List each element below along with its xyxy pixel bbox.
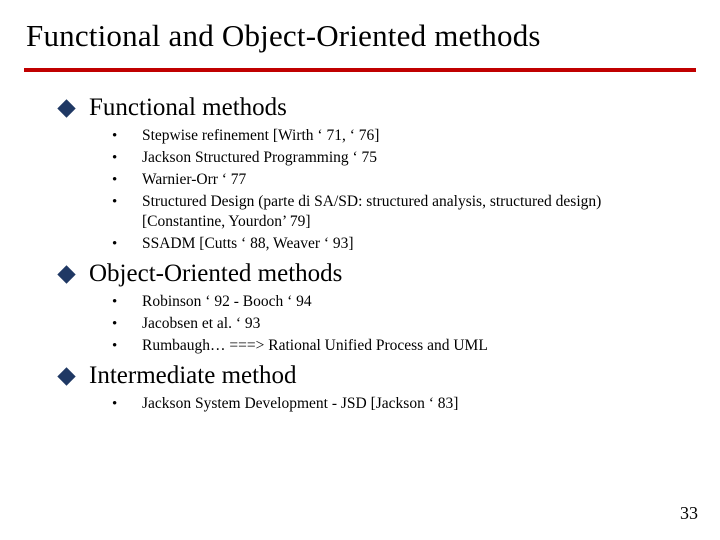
list-item: • Rumbaugh… ===> Rational Unified Proces… <box>108 336 696 356</box>
section-label: Intermediate method <box>89 362 297 390</box>
bullet-dot-icon: • <box>108 234 142 254</box>
section-label: Functional methods <box>89 94 287 122</box>
list-item: • Warnier-Orr ‘ 77 <box>108 170 696 190</box>
title-underline <box>24 68 696 72</box>
list-item-text: Warnier-Orr ‘ 77 <box>142 170 246 190</box>
subitem-list: • Robinson ‘ 92 - Booch ‘ 94 • Jacobsen … <box>108 292 696 356</box>
list-item-text: Jacobsen et al. ‘ 93 <box>142 314 260 334</box>
list-item-text: Robinson ‘ 92 - Booch ‘ 94 <box>142 292 312 312</box>
bullet-dot-icon: • <box>108 336 142 356</box>
subitem-list: • Stepwise refinement [Wirth ‘ 71, ‘ 76]… <box>108 126 696 254</box>
subitem-list: • Jackson System Development - JSD [Jack… <box>108 394 696 414</box>
bullet-dot-icon: • <box>108 148 142 168</box>
list-item: • Jackson System Development - JSD [Jack… <box>108 394 696 414</box>
section-header: Intermediate method <box>60 362 696 390</box>
list-item: • SSADM [Cutts ‘ 88, Weaver ‘ 93] <box>108 234 696 254</box>
bullet-dot-icon: • <box>108 394 142 414</box>
page-number: 33 <box>680 503 698 524</box>
bullet-dot-icon: • <box>108 170 142 190</box>
section-header: Object-Oriented methods <box>60 260 696 288</box>
list-item-text: SSADM [Cutts ‘ 88, Weaver ‘ 93] <box>142 234 354 254</box>
section-label: Object-Oriented methods <box>89 260 342 288</box>
diamond-bullet-icon <box>57 367 75 385</box>
bullet-dot-icon: • <box>108 126 142 146</box>
list-item-text: Jackson Structured Programming ‘ 75 <box>142 148 377 168</box>
list-item-text: Rumbaugh… ===> Rational Unified Process … <box>142 336 488 356</box>
list-item-text: Stepwise refinement [Wirth ‘ 71, ‘ 76] <box>142 126 379 146</box>
slide: Functional and Object-Oriented methods F… <box>0 0 720 540</box>
bullet-dot-icon: • <box>108 192 142 212</box>
list-item: • Structured Design (parte di SA/SD: str… <box>108 192 696 232</box>
bullet-dot-icon: • <box>108 314 142 334</box>
list-item: • Jacobsen et al. ‘ 93 <box>108 314 696 334</box>
list-item-text: Structured Design (parte di SA/SD: struc… <box>142 192 682 232</box>
list-item-text: Jackson System Development - JSD [Jackso… <box>142 394 458 414</box>
section-functional: Functional methods • Stepwise refinement… <box>60 94 696 254</box>
diamond-bullet-icon <box>57 99 75 117</box>
list-item: • Stepwise refinement [Wirth ‘ 71, ‘ 76] <box>108 126 696 146</box>
list-item: • Jackson Structured Programming ‘ 75 <box>108 148 696 168</box>
section-oo: Object-Oriented methods • Robinson ‘ 92 … <box>60 260 696 356</box>
list-item: • Robinson ‘ 92 - Booch ‘ 94 <box>108 292 696 312</box>
bullet-dot-icon: • <box>108 292 142 312</box>
slide-title: Functional and Object-Oriented methods <box>26 18 696 54</box>
section-header: Functional methods <box>60 94 696 122</box>
diamond-bullet-icon <box>57 265 75 283</box>
section-intermediate: Intermediate method • Jackson System Dev… <box>60 362 696 414</box>
